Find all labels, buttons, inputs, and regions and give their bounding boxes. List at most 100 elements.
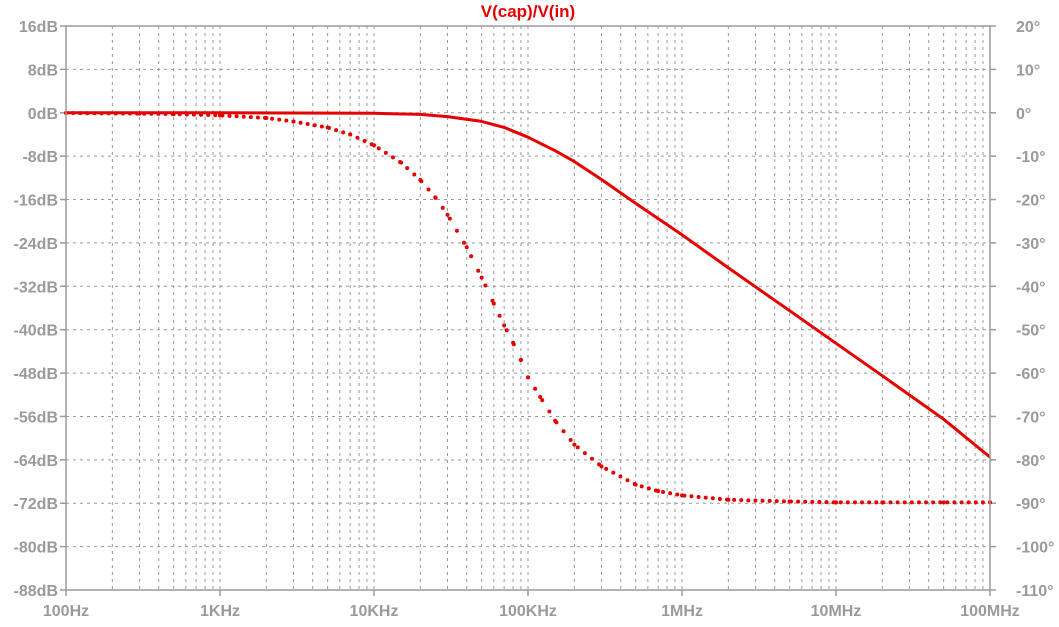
phase-series-dot bbox=[597, 462, 602, 467]
phase-data-point bbox=[479, 275, 484, 280]
phase-series-dot bbox=[419, 179, 424, 184]
phase-series-dot bbox=[639, 484, 644, 489]
phase-series-dot bbox=[277, 117, 282, 122]
phase-series-dot bbox=[319, 124, 324, 129]
phase-series-dot bbox=[120, 111, 125, 116]
axis-ticks: 16dB 8dB 0dB -8dB -16dB -24dB -32dB -40dB -48dB -… bbox=[14, 19, 1055, 620]
phase-series-dot bbox=[810, 499, 815, 504]
chart-title: V(cap)/V(in) bbox=[481, 2, 575, 21]
phase-series-dot bbox=[390, 155, 395, 160]
phase-series-dot bbox=[85, 111, 90, 116]
phase-series-dot bbox=[938, 500, 943, 505]
phase-series-dot bbox=[575, 445, 580, 450]
phase-series-dot bbox=[845, 500, 850, 505]
x-tick-label: 100Hz bbox=[43, 603, 89, 620]
phase-series-dot bbox=[241, 114, 246, 119]
phase-series-dot bbox=[980, 500, 985, 505]
phase-series-dot bbox=[860, 500, 865, 505]
phase-series-dot bbox=[959, 500, 964, 505]
phase-series-dot bbox=[895, 500, 900, 505]
phase-series bbox=[64, 111, 992, 505]
y-right-tick-label: -90° bbox=[1016, 496, 1046, 513]
y-right-tick-label: -60° bbox=[1016, 366, 1046, 383]
plot-frame bbox=[65, 25, 991, 591]
phase-series-dot bbox=[618, 474, 623, 479]
y-left-tick-label: -24dB bbox=[14, 236, 58, 253]
phase-series-dot bbox=[156, 111, 161, 116]
y-right-tick-label: 0° bbox=[1016, 106, 1031, 123]
phase-series-dot bbox=[476, 268, 481, 273]
phase-series-dot bbox=[725, 497, 730, 502]
phase-series-dot bbox=[888, 500, 893, 505]
phase-series-dot bbox=[469, 254, 474, 259]
phase-series-dot bbox=[454, 228, 459, 233]
phase-series-dot bbox=[589, 456, 594, 461]
phase-series-dot bbox=[881, 500, 886, 505]
phase-series-dot bbox=[127, 111, 132, 116]
y-right-tick-label: -30° bbox=[1016, 236, 1046, 253]
phase-series-dot bbox=[931, 500, 936, 505]
phase-series-dot bbox=[298, 120, 303, 125]
phase-series-dot bbox=[781, 499, 786, 504]
phase-series-dot bbox=[99, 111, 104, 116]
y-right-tick-label: -80° bbox=[1016, 453, 1046, 470]
phase-data-point bbox=[572, 442, 577, 447]
phase-series-dot bbox=[291, 119, 296, 124]
phase-series-dot bbox=[263, 115, 268, 120]
y-left-tick-label: -72dB bbox=[14, 496, 58, 513]
y-right-tick-label: -50° bbox=[1016, 323, 1046, 340]
phase-series-dot bbox=[106, 111, 111, 116]
phase-series-dot bbox=[682, 493, 687, 498]
phase-series-dot bbox=[284, 118, 289, 123]
phase-series-dot bbox=[717, 496, 722, 501]
phase-series-dot bbox=[739, 498, 744, 503]
phase-series-dot bbox=[213, 113, 218, 118]
y-left-tick-label: -8dB bbox=[22, 149, 58, 166]
y-left-tick-label: 0dB bbox=[28, 106, 58, 123]
phase-series-dot bbox=[774, 499, 779, 504]
phase-series-dot bbox=[270, 116, 275, 121]
phase-series-dot bbox=[163, 111, 168, 116]
y-left-tick-label: -88dB bbox=[14, 583, 58, 600]
phase-series-dot bbox=[113, 111, 118, 116]
phase-series-dot bbox=[824, 500, 829, 505]
phase-data-point bbox=[445, 212, 450, 217]
y-right-tick-label: -110° bbox=[1016, 583, 1054, 600]
phase-data-point bbox=[941, 500, 946, 505]
phase-series-dot bbox=[966, 500, 971, 505]
phase-series-dot bbox=[170, 112, 175, 117]
phase-series-dot bbox=[874, 500, 879, 505]
phase-series-dot bbox=[753, 498, 758, 503]
phase-series-dot bbox=[632, 482, 637, 487]
phase-series-dot bbox=[611, 470, 616, 475]
phase-series-dot bbox=[838, 500, 843, 505]
phase-series-dot bbox=[568, 438, 573, 443]
phase-series-dot bbox=[206, 113, 211, 118]
phase-series-dot bbox=[497, 313, 502, 318]
phase-series-dot bbox=[703, 495, 708, 500]
phase-series-dot bbox=[540, 398, 545, 403]
phase-series-dot bbox=[92, 111, 97, 116]
phase-series-dot bbox=[326, 125, 331, 130]
phase-series-dot bbox=[518, 357, 523, 362]
phase-series-dot bbox=[383, 150, 388, 155]
phase-series-dot bbox=[604, 466, 609, 471]
phase-series-dot bbox=[646, 486, 651, 491]
phase-series-dot bbox=[653, 488, 658, 493]
phase-series-dot bbox=[661, 489, 666, 494]
phase-series-dot bbox=[689, 494, 694, 499]
phase-series-dot bbox=[142, 111, 147, 116]
y-left-tick-label: -40dB bbox=[14, 323, 58, 340]
y-right-tick-label: -40° bbox=[1016, 279, 1046, 296]
phase-series-dot bbox=[547, 409, 552, 414]
phase-series-dot bbox=[199, 112, 204, 117]
x-tick-label: 100MHz bbox=[960, 603, 1020, 620]
phase-series-dot bbox=[526, 375, 530, 380]
phase-series-dot bbox=[746, 498, 751, 503]
phase-series-dot bbox=[177, 112, 182, 117]
phase-series-dot bbox=[412, 172, 417, 177]
phase-series-dot bbox=[511, 342, 516, 347]
y-left-tick-label: 8dB bbox=[28, 62, 58, 79]
phase-series-dot bbox=[234, 114, 239, 119]
